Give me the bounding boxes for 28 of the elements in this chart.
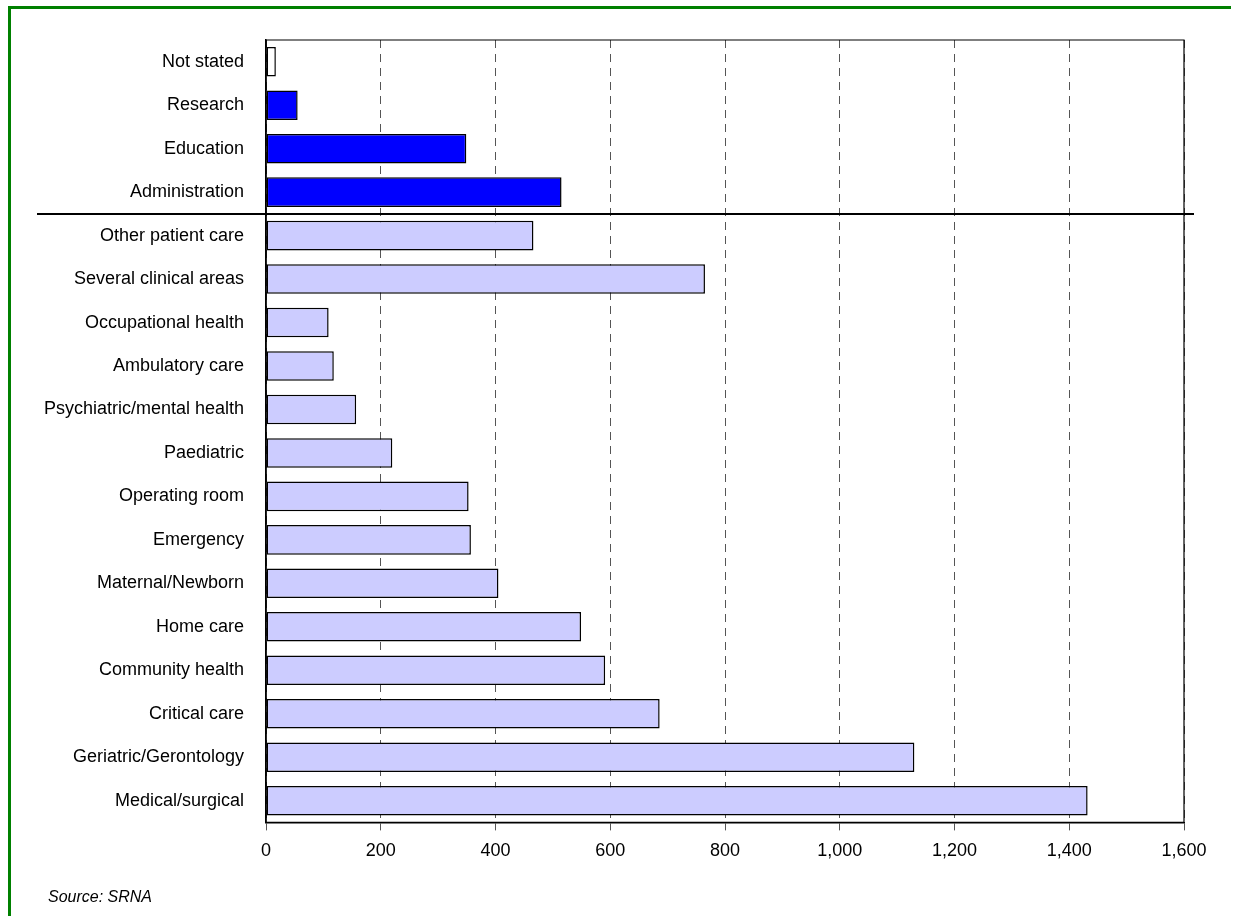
y-tick-label: Critical care bbox=[149, 702, 245, 723]
y-tick-label: Paediatric bbox=[164, 441, 245, 462]
x-tick-label: 200 bbox=[365, 840, 396, 861]
x-tick-label: 800 bbox=[710, 840, 741, 861]
x-tick-label: 1,600 bbox=[1161, 840, 1207, 861]
y-tick-label: Home care bbox=[156, 615, 245, 636]
x-tick-label: 0 bbox=[261, 840, 272, 861]
y-tick-label: Maternal/Newborn bbox=[97, 572, 245, 593]
y-tick-label: Ambulatory care bbox=[113, 354, 245, 375]
y-tick-label: Other patient care bbox=[100, 224, 245, 245]
x-tick-label: 1,200 bbox=[932, 840, 978, 861]
y-tick-label: Administration bbox=[130, 181, 245, 202]
x-tick-label: 600 bbox=[595, 840, 626, 861]
y-tick-label: Medical/surgical bbox=[115, 789, 245, 810]
y-tick-label: Several clinical areas bbox=[74, 268, 245, 289]
y-tick-label: Geriatric/Gerontology bbox=[73, 746, 245, 767]
y-tick-label: Education bbox=[164, 137, 245, 158]
source-note: Source: SRNA bbox=[48, 888, 153, 906]
y-tick-label: Community health bbox=[99, 659, 245, 680]
y-tick-label: Operating room bbox=[119, 485, 245, 506]
y-tick-label: Occupational health bbox=[84, 311, 245, 332]
y-tick-label: Research bbox=[167, 94, 245, 115]
x-tick-label: 1,000 bbox=[817, 840, 863, 861]
y-tick-label: Emergency bbox=[153, 528, 245, 549]
x-tick-label: 1,400 bbox=[1046, 840, 1092, 861]
y-tick-label: Not stated bbox=[162, 50, 245, 71]
x-tick-label: 400 bbox=[480, 840, 511, 861]
y-tick-label: Psychiatric/mental health bbox=[44, 398, 245, 419]
